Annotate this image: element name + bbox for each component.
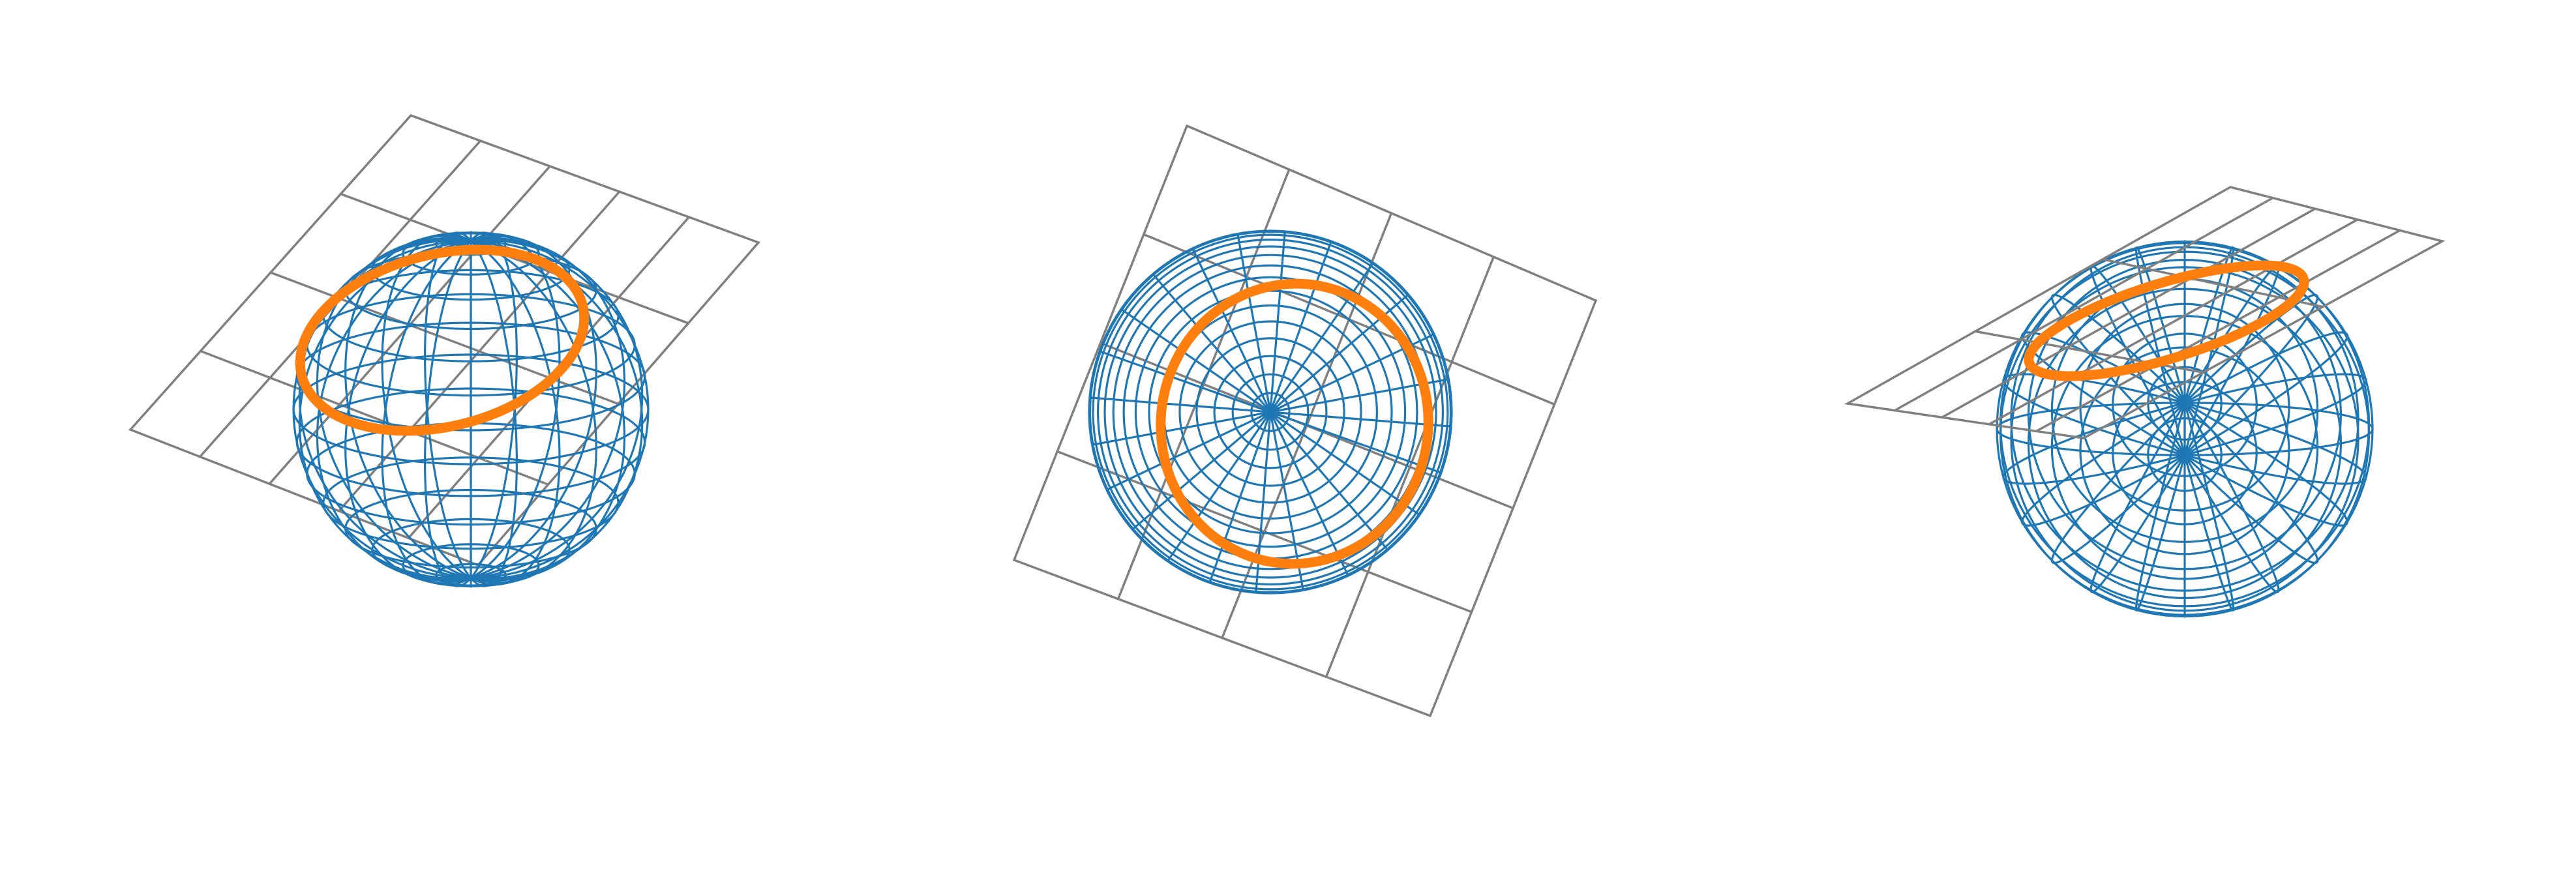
sphere-longitude-line: [2002, 373, 2185, 456]
intersection-circle: [1156, 278, 1433, 569]
sphere-longitude-line: [1270, 411, 1442, 474]
sphere-longitude-line: [2050, 402, 2186, 565]
intersection-circle: [2024, 260, 2309, 381]
sphere-longitude-line: [1191, 248, 1272, 413]
plane-grid-line: [1056, 450, 1473, 613]
plane-grid-line: [2101, 258, 2324, 308]
sphere-longitude-line: [1120, 308, 1271, 413]
sphere-longitude-line: [1208, 411, 1272, 583]
sphere-latitude-circle: [1092, 233, 1449, 591]
sphere-latitude-circle: [1103, 245, 1437, 579]
sphere-longitude-line: [1099, 350, 1271, 413]
plane-border: [1012, 125, 1598, 718]
sphere-longitude-line: [2002, 402, 2185, 485]
sphere-longitude-line: [1269, 411, 1389, 551]
panel-side-view: [1844, 186, 2446, 618]
sphere-longitude-line: [1996, 402, 2185, 456]
plane-grid-line: [1941, 207, 2316, 419]
sphere-latitude-circle: [1231, 373, 1310, 451]
sphere-longitude-line: [298, 239, 472, 580]
sphere-longitude-line: [470, 239, 626, 582]
sphere-latitude-circle: [1178, 320, 1362, 504]
intersection-circle: [295, 244, 590, 436]
panel-oblique-view: [128, 114, 760, 588]
sphere-longitude-line: [2183, 402, 2319, 565]
cutting-plane: [128, 114, 760, 567]
sphere-longitude-line: [316, 239, 472, 582]
sphere-longitude-line: [344, 235, 472, 580]
sphere-latitude-circle: [1213, 355, 1328, 469]
sphere-longitude-line: [1270, 411, 1452, 428]
sphere-longitude-line: [1106, 411, 1271, 491]
sphere-longitude-line: [1269, 262, 1375, 413]
cutting-plane: [1844, 186, 2446, 439]
sphere-longitude-line: [2184, 402, 2348, 527]
plane-grid-line: [339, 192, 690, 325]
panel-pole-view: [1012, 125, 1598, 718]
sphere-latitude-circle: [1195, 337, 1345, 487]
sphere-longitude-line: [470, 239, 561, 586]
sphere-longitude-line: [470, 239, 644, 580]
sphere-longitude-line: [470, 240, 518, 587]
sphere-longitude-line: [1269, 241, 1332, 413]
sphere-longitude-line: [2184, 402, 2367, 485]
sphere-latitude-circle: [1250, 392, 1291, 432]
sphere-longitude-line: [1236, 233, 1272, 413]
sphere-longitude-line: [423, 240, 472, 587]
sphere-latitude-circle: [1096, 239, 1444, 585]
sphere-longitude-line: [470, 239, 597, 584]
sphere-longitude-line: [1089, 396, 1271, 413]
sphere-longitude-line: [470, 237, 626, 580]
sphere-longitude-line: [1269, 231, 1286, 413]
plane-grid-line: [2035, 229, 2401, 433]
sphere-latitude-circle: [1134, 276, 1407, 548]
sphere-latitude-circle: [1088, 229, 1453, 595]
sphere-longitude-line: [2183, 402, 2280, 593]
sphere-wireframe: [1088, 229, 1453, 595]
plane-grid-line: [1988, 218, 2359, 426]
sphere-longitude-line: [423, 231, 472, 579]
sphere-longitude-line: [1166, 411, 1272, 562]
sphere-longitude-line: [2183, 293, 2319, 456]
sphere-longitude-line: [1270, 411, 1420, 516]
sphere-wireframe: [1996, 240, 2374, 618]
sphere-longitude-line: [1092, 411, 1271, 446]
sphere-longitude-line: [2089, 402, 2186, 593]
sphere-longitude-line: [1269, 411, 1349, 576]
sphere-longitude-line: [2183, 402, 2235, 612]
sphere-longitude-line: [1131, 411, 1272, 531]
plane-grid-line: [199, 349, 550, 486]
plane-grid-line: [1893, 196, 2274, 412]
sphere-longitude-line: [2184, 402, 2374, 456]
plane-grid-line: [269, 271, 620, 405]
sphere-longitude-line: [2184, 331, 2348, 456]
sphere-longitude-line: [1152, 273, 1272, 413]
sphere-longitude-line: [2184, 373, 2367, 456]
sphere-longitude-line: [316, 237, 472, 580]
sphere-longitude-line: [381, 233, 472, 580]
cutting-plane: [1012, 125, 1598, 718]
